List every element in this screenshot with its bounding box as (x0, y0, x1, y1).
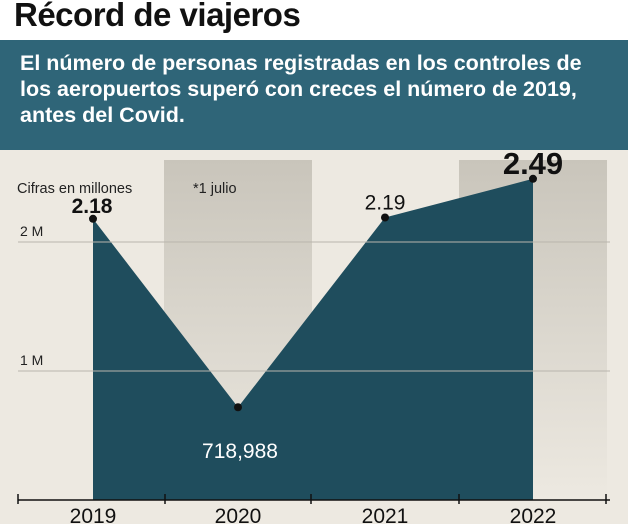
x-tick-label-2019: 2019 (70, 505, 117, 524)
chart-title: Récord de viajeros (14, 0, 301, 33)
data-label-2020: 718,988 (202, 440, 278, 463)
x-tick-label-2021: 2021 (362, 505, 409, 524)
unit-label: Cifras en millones (17, 181, 132, 197)
y-tick-label: 1 M (20, 352, 43, 368)
x-tick-label-2020: 2020 (215, 505, 262, 524)
data-label-2021: 2.19 (365, 191, 406, 214)
area-chart: 1 M 2 M Cifras en millones *1 julio 2.18 718… (17, 150, 610, 524)
subtitle-box: El número de personas registradas en los… (0, 40, 628, 150)
data-point-2021 (381, 213, 389, 222)
title-bar: Récord de viajeros (0, 0, 628, 40)
data-point-2020 (234, 403, 242, 412)
data-label-2019: 2.18 (72, 195, 113, 218)
area-series-pasajeros (93, 178, 533, 500)
data-label-2022: 2.49 (503, 150, 563, 181)
note-label: *1 julio (193, 181, 237, 197)
x-tick-label-2022: 2022 (510, 505, 557, 524)
chart-subtitle: El número de personas registradas en los… (20, 51, 582, 127)
data-point-2019 (89, 214, 97, 223)
y-tick-label: 2 M (20, 223, 43, 239)
data-point-2022 (529, 174, 537, 183)
